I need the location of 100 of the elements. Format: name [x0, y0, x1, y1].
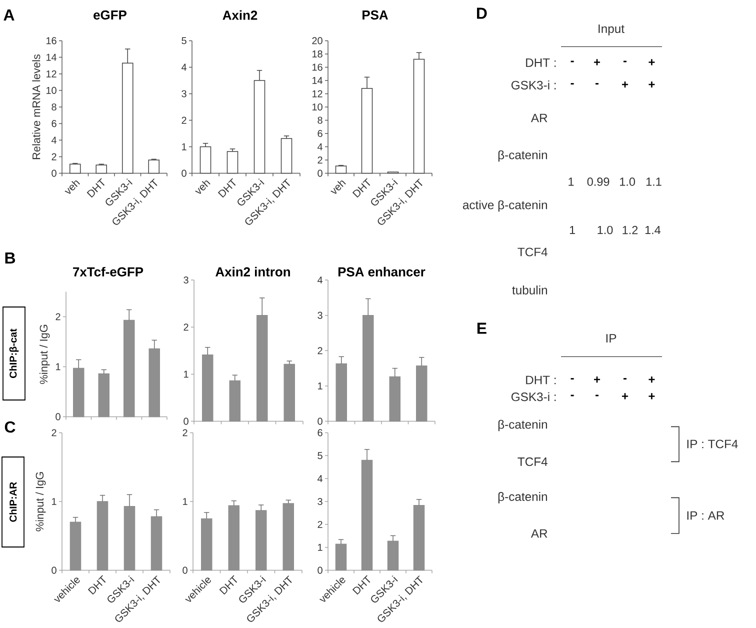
y-tick-label: 12: [46, 70, 56, 78]
y-tick-label: 4: [318, 143, 323, 150]
text: DHT :: [526, 376, 556, 384]
x-tick-label: veh: [330, 180, 346, 194]
text: E: [477, 322, 486, 334]
y-tick-label: 18: [312, 50, 322, 58]
y-tick-label: 4: [181, 64, 187, 71]
text: 1: [568, 178, 574, 186]
chart-title: PSA: [362, 10, 388, 20]
y-tick-label: 2: [318, 520, 322, 528]
y-tick-label: 2: [52, 429, 56, 436]
y-tick-label: 0: [56, 413, 60, 420]
text: β-catenin: [498, 150, 548, 162]
text: 1.4: [645, 226, 661, 234]
text: 1.0: [598, 226, 613, 234]
chart-title: eGFP: [94, 10, 126, 20]
text: +: [622, 81, 628, 88]
y-tick-label: 4: [318, 475, 323, 482]
text: tubulin: [512, 286, 548, 294]
y-tick-label: 8: [318, 116, 322, 124]
y-tick-label: 2: [52, 153, 56, 160]
text: TCF4: [518, 248, 548, 256]
y-tick-label: 2: [318, 156, 322, 164]
text: D: [477, 8, 487, 19]
y-tick-label: 10: [312, 103, 322, 111]
text: β-catenin: [498, 420, 548, 432]
x-tick-label: veh: [195, 180, 210, 194]
text: +: [648, 393, 655, 400]
y-tick-label: 6: [318, 130, 322, 138]
y-tick-label: 16: [46, 37, 56, 44]
text: IP : TCF4: [687, 440, 738, 448]
y-tick-label: 4: [51, 136, 57, 144]
text: 1.1: [646, 178, 662, 186]
text: active β-catenin: [462, 200, 547, 212]
y-tick-label: 6: [52, 120, 56, 128]
text: 1: [570, 226, 576, 234]
chart-title: Axin2 intron: [216, 266, 290, 276]
text: IP : AR: [687, 511, 724, 520]
y-tick-label: 1: [183, 498, 188, 505]
y-axis-title: %input / IgG: [40, 324, 50, 384]
text: 1.2: [622, 226, 638, 234]
y-tick-label: 0: [318, 170, 322, 177]
text: β-catenin: [498, 492, 548, 504]
y-tick-label: 3: [318, 498, 322, 506]
text: -: [623, 378, 627, 380]
y-tick-label: 14: [312, 77, 323, 84]
y-tick-label: 20: [312, 37, 322, 44]
y-tick-label: 3: [182, 90, 186, 98]
text: +: [622, 393, 628, 400]
text: IP: [606, 334, 616, 342]
chart-title: 7xTcf-eGFP: [73, 266, 144, 276]
y-tick-label: 1: [56, 363, 60, 370]
y-tick-label: 8: [52, 103, 56, 111]
y-tick-label: 3: [318, 312, 322, 319]
y-tick-label: 1: [318, 382, 322, 390]
text: +: [594, 376, 600, 383]
text: AR: [530, 114, 548, 122]
y-tick-label: 2: [182, 429, 188, 436]
y-tick-label: 1: [52, 498, 56, 505]
text: GSK3-i :: [511, 392, 556, 402]
y-tick-label: 10: [46, 86, 56, 94]
text: GSK3-i :: [511, 80, 556, 90]
text: -: [570, 60, 574, 62]
chart-title: Axin2: [222, 10, 258, 20]
y-axis-title: %input / IgG: [36, 472, 46, 532]
text: C: [4, 421, 16, 433]
text: -: [623, 60, 627, 62]
y-tick-label: 5: [318, 452, 322, 460]
y-tick-label: 1: [318, 544, 322, 551]
y-tick-label: 4: [318, 276, 323, 284]
text: B: [5, 252, 16, 264]
y-tick-label: 12: [312, 90, 322, 98]
y-tick-label: 0: [52, 170, 56, 177]
text: A: [4, 10, 14, 20]
text: AR: [530, 529, 548, 538]
y-tick-label: 5: [182, 37, 186, 44]
y-tick-label: 3: [184, 276, 188, 284]
text: TCF4: [518, 457, 548, 466]
y-tick-label: 2: [56, 313, 60, 320]
text: -: [570, 83, 574, 85]
text: -: [570, 394, 574, 396]
text: +: [648, 59, 655, 66]
text: -: [570, 378, 574, 380]
y-tick-label: 1: [184, 370, 188, 378]
chart-title: PSA enhancer: [338, 266, 426, 276]
y-axis-title: Relative mRNA levels: [32, 54, 40, 160]
y-tick-label: 2: [184, 324, 188, 331]
text: -: [595, 394, 599, 396]
text: DHT :: [526, 58, 556, 67]
x-tick-label: veh: [64, 180, 80, 194]
text: +: [594, 59, 600, 66]
y-tick-label: 1: [182, 143, 186, 150]
text: +: [648, 81, 655, 88]
y-tick-label: 0: [182, 566, 188, 574]
y-tick-label: 0: [52, 566, 56, 574]
text: ChIP:β-cat: [9, 328, 19, 378]
y-tick-label: 0: [318, 418, 322, 425]
y-tick-label: 6: [318, 429, 322, 436]
y-tick-label: 14: [46, 54, 57, 61]
y-tick-label: 2: [318, 347, 322, 354]
